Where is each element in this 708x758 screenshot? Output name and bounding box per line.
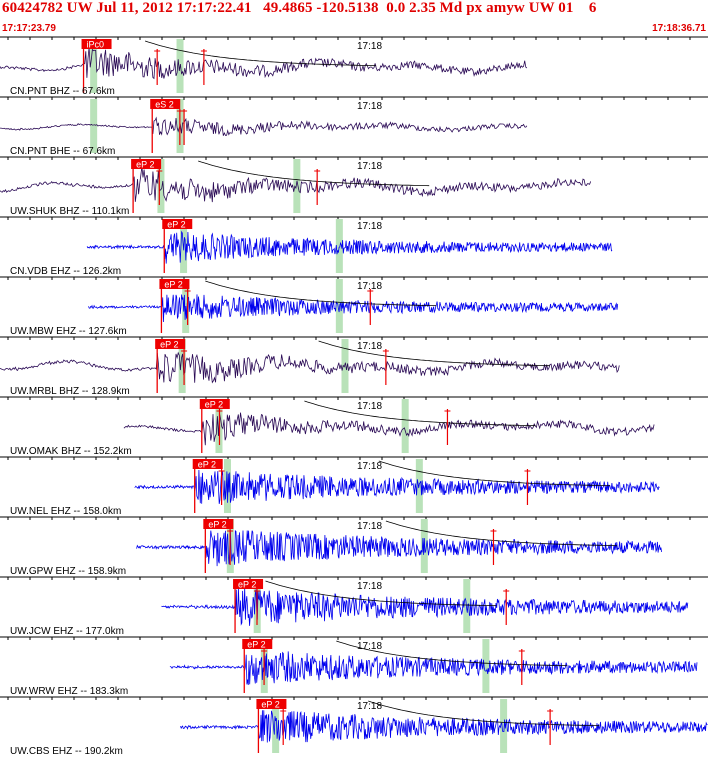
minute-label: 17:18	[357, 521, 382, 532]
pick-label: eS 2	[155, 100, 174, 110]
pick-tag	[199, 399, 230, 409]
minute-label: 17:18	[357, 221, 382, 232]
waveform-trace	[88, 294, 619, 323]
coda-window	[90, 99, 98, 153]
pick-tag	[162, 219, 193, 229]
station-label: UW.WRW EHZ -- 183.3km	[10, 686, 128, 697]
coda-decay-curve	[368, 700, 600, 727]
coda-window	[90, 39, 98, 93]
pick-label: iPc0	[87, 40, 105, 50]
pick-tag	[233, 579, 264, 589]
event-header: 60424782 UW Jul 11, 2012 17:17:22.41 49.…	[2, 0, 597, 16]
pick-tag	[256, 699, 287, 709]
pick-tag	[150, 99, 181, 109]
minute-label: 17:18	[357, 161, 382, 172]
minute-label: 17:18	[357, 461, 382, 472]
pick-label: eP 2	[208, 520, 226, 530]
pick-tag	[242, 639, 273, 649]
minute-label: 17:18	[357, 341, 382, 352]
waveform-trace	[0, 351, 620, 384]
pick-label: eP 2	[167, 220, 185, 230]
waveform-trace	[123, 412, 655, 446]
waveform-trace	[169, 651, 698, 685]
pick-tag	[131, 159, 162, 169]
coda-decay-curve	[336, 640, 568, 667]
waveform-trace	[0, 46, 528, 80]
end-time: 17:18:36.71	[652, 23, 706, 34]
minute-label: 17:18	[357, 281, 382, 292]
minute-label: 17:18	[357, 101, 382, 112]
coda-window	[482, 639, 490, 693]
waveform-trace	[180, 710, 708, 743]
coda-window	[157, 159, 165, 213]
pick-label: eP 2	[164, 280, 182, 290]
coda-decay-curve	[144, 40, 377, 67]
station-label: UW.CBS EHZ -- 190.2km	[10, 746, 123, 757]
pick-tag	[203, 519, 234, 529]
coda-window	[500, 699, 508, 753]
waveform-trace	[136, 529, 662, 567]
station-label: UW.OMAK BHZ -- 152.2km	[10, 446, 132, 457]
station-label: UW.MRBL BHZ -- 128.9km	[10, 386, 130, 397]
station-label: CN.PNT BHE -- 67.6km	[10, 146, 115, 157]
minute-label: 17:18	[357, 701, 382, 712]
coda-window	[335, 219, 343, 273]
coda-decay-curve	[378, 460, 610, 487]
waveform-trace	[134, 469, 660, 504]
coda-window	[401, 399, 409, 453]
pick-tag	[159, 279, 190, 289]
waveform-trace	[86, 230, 613, 264]
minute-label: 17:18	[357, 401, 382, 412]
coda-window	[341, 339, 349, 393]
coda-decay-curve	[318, 340, 550, 367]
coda-decay-curve	[385, 520, 617, 547]
coda-decay-curve	[304, 400, 536, 427]
coda-decay-curve	[198, 160, 430, 187]
waveform-trace	[0, 166, 592, 203]
pick-tag	[192, 459, 223, 469]
pick-label: eP 2	[247, 640, 265, 650]
station-label: UW.JCW EHZ -- 177.0km	[10, 626, 124, 637]
pick-label: eP 2	[238, 580, 256, 590]
minute-label: 17:18	[357, 41, 382, 52]
station-label: UW.GPW EHZ -- 158.9km	[10, 566, 126, 577]
start-time: 17:17:23.79	[2, 23, 56, 34]
pick-label: eP 2	[160, 340, 178, 350]
coda-decay-curve	[205, 280, 437, 307]
coda-window	[272, 699, 280, 753]
pick-label: eP 2	[198, 460, 216, 470]
station-label: UW.MBW EHZ -- 127.6km	[10, 326, 127, 337]
coda-decay-curve	[265, 580, 497, 607]
station-label: UW.SHUK BHZ -- 110.1km	[10, 206, 129, 217]
pick-tag	[155, 339, 186, 349]
station-label: UW.NEL EHZ -- 158.0km	[10, 506, 121, 517]
minute-label: 17:18	[357, 581, 382, 592]
coda-window	[178, 339, 186, 393]
pick-label: eP 2	[205, 400, 223, 410]
station-label: CN.PNT BHZ -- 67.6km	[10, 86, 115, 97]
station-label: CN.VDB EHZ -- 126.2km	[10, 266, 121, 277]
waveform-trace	[161, 587, 689, 626]
pick-tag	[81, 39, 112, 49]
pick-label: eP 2	[261, 700, 279, 710]
minute-label: 17:18	[357, 641, 382, 652]
coda-window	[293, 159, 301, 213]
pick-label: eP 2	[136, 160, 154, 170]
waveform-trace	[0, 116, 528, 136]
